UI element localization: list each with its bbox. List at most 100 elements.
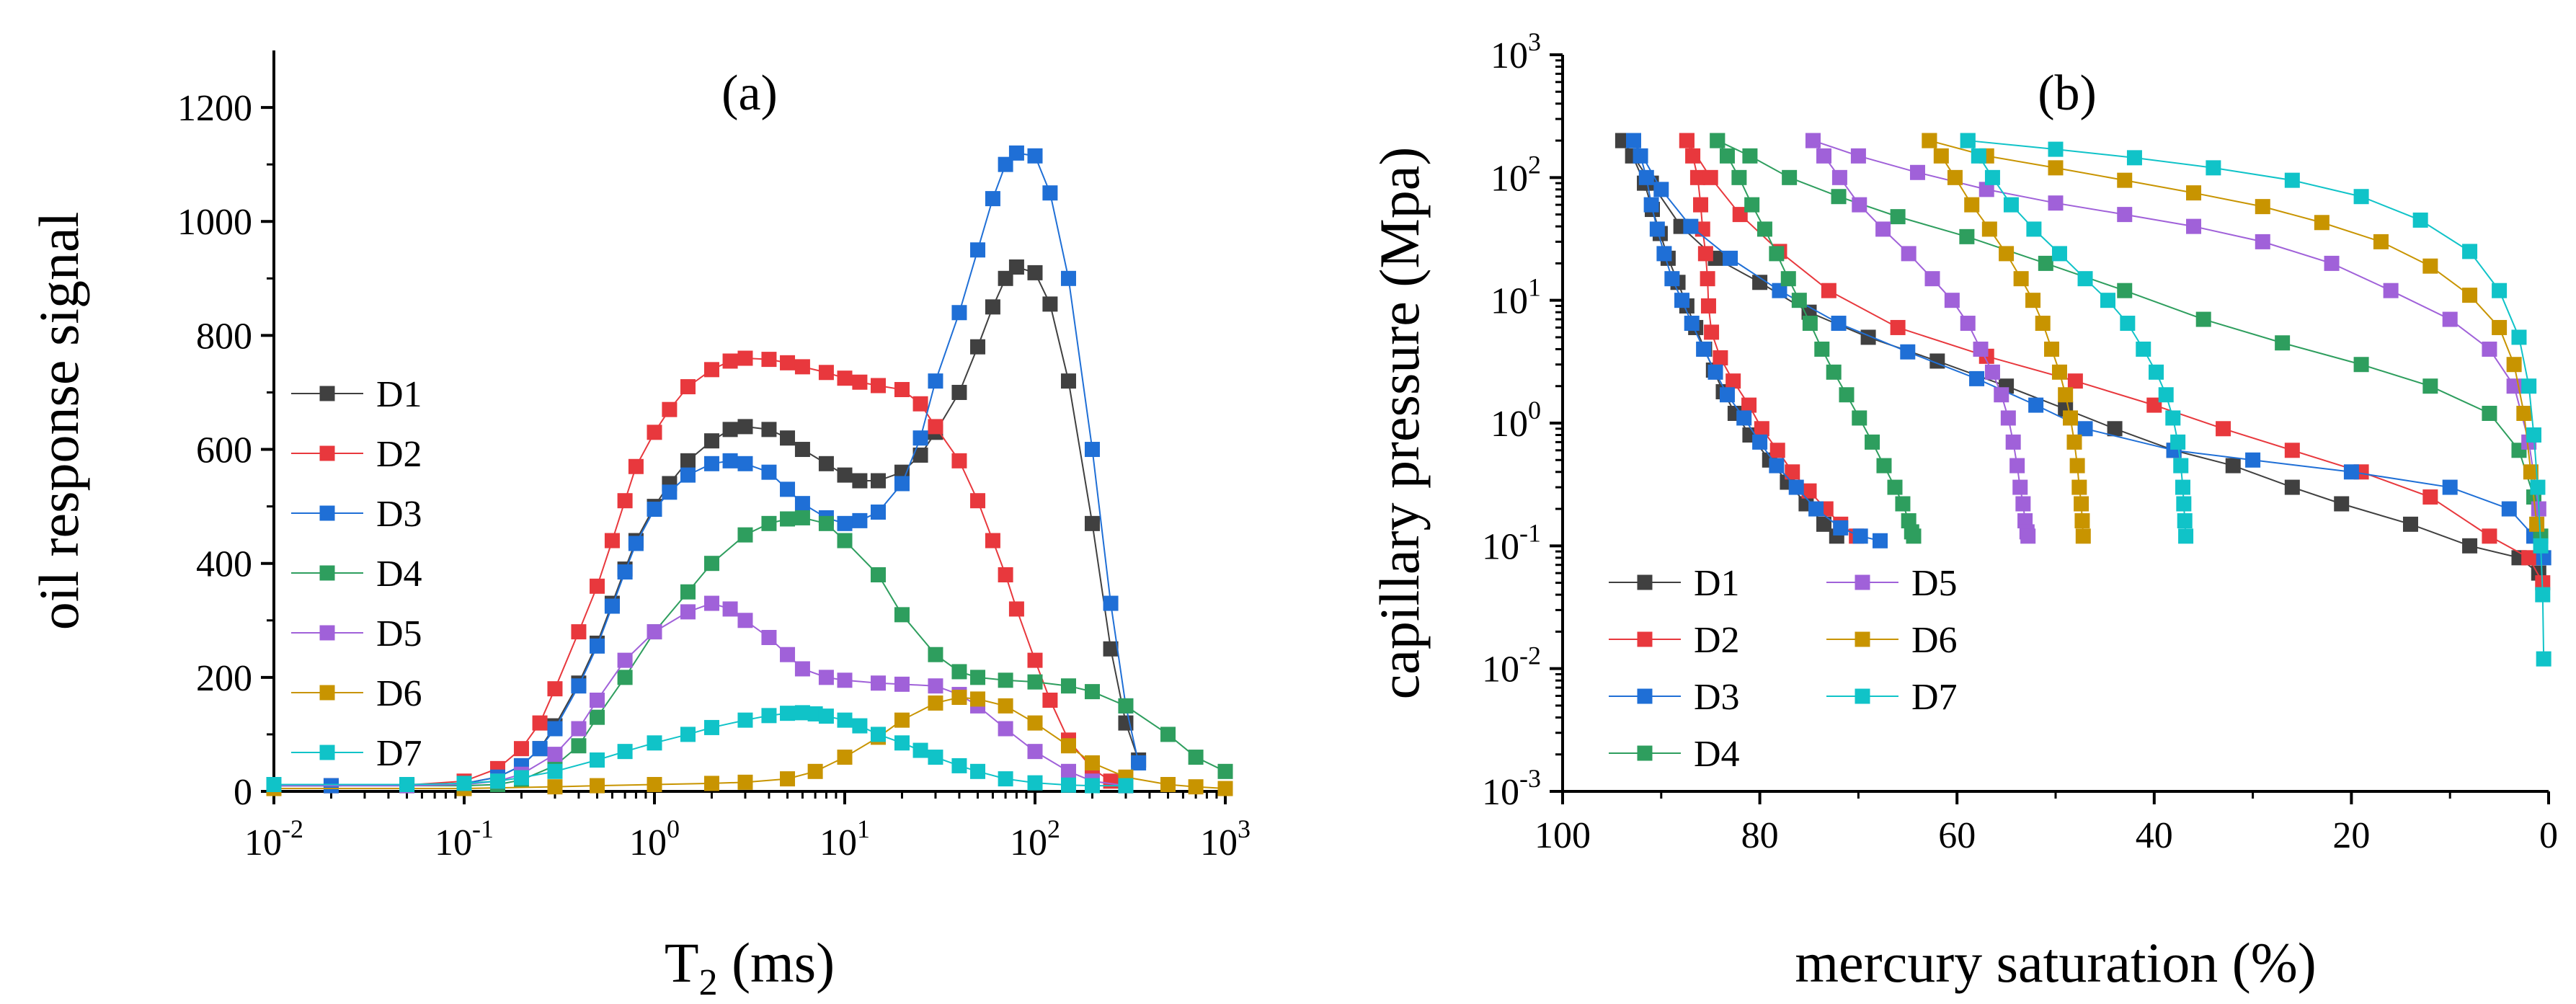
data-point-marker bbox=[456, 776, 472, 791]
data-point-marker bbox=[2314, 215, 2329, 231]
x-tick-label: 10-2 bbox=[244, 814, 303, 863]
legend-marker bbox=[1637, 631, 1653, 647]
data-point-marker bbox=[1772, 283, 1787, 298]
data-point-marker bbox=[571, 721, 587, 737]
data-point-marker bbox=[1769, 458, 1785, 474]
data-point-marker bbox=[2402, 516, 2418, 532]
data-point-marker bbox=[1785, 464, 1800, 480]
data-point-marker bbox=[2074, 513, 2090, 529]
y-axis-title: capillary pressure (Mpa) bbox=[1368, 147, 1431, 700]
data-point-marker bbox=[1679, 133, 1695, 148]
data-point-marker bbox=[998, 156, 1013, 172]
data-point-marker bbox=[617, 670, 633, 685]
data-point-marker bbox=[1160, 777, 1176, 793]
data-point-marker bbox=[2462, 288, 2478, 303]
data-point-marker bbox=[647, 425, 662, 440]
legend-item-d4: D4 bbox=[1609, 734, 1740, 775]
data-point-marker bbox=[1649, 221, 1665, 237]
data-point-marker bbox=[970, 242, 986, 258]
data-point-marker bbox=[1731, 169, 1747, 185]
data-point-marker bbox=[1808, 501, 1824, 517]
y-tick-label-exponent: -3 bbox=[1519, 764, 1541, 793]
series-d7 bbox=[1960, 133, 2194, 544]
data-point-marker bbox=[970, 339, 986, 355]
data-point-marker bbox=[2523, 464, 2539, 480]
x-tick-label: 20 bbox=[2332, 815, 2370, 856]
data-point-marker bbox=[1780, 271, 1796, 287]
data-point-marker bbox=[513, 741, 529, 757]
data-point-marker bbox=[722, 601, 738, 617]
data-point-marker bbox=[1674, 293, 1690, 308]
data-point-marker bbox=[680, 727, 696, 742]
data-point-marker bbox=[590, 638, 605, 654]
y-tick-label-base: 10 bbox=[1491, 158, 1528, 199]
data-point-marker bbox=[1188, 779, 1204, 795]
data-point-marker bbox=[1084, 684, 1100, 700]
data-point-marker bbox=[1084, 442, 1100, 458]
data-point-marker bbox=[703, 433, 719, 449]
x-tick-label-base: 10 bbox=[820, 822, 857, 863]
data-point-marker bbox=[703, 595, 719, 611]
data-point-marker bbox=[1752, 275, 1768, 290]
data-point-marker bbox=[1027, 652, 1043, 668]
data-point-marker bbox=[532, 741, 548, 757]
data-point-marker bbox=[1769, 246, 1785, 262]
data-point-marker bbox=[1626, 133, 1641, 148]
legend: D1 D2 D3 D4 D5 D6 D7 bbox=[1609, 563, 1958, 775]
data-point-marker bbox=[1831, 169, 1847, 185]
y-tick-label: 400 bbox=[196, 544, 252, 585]
x-axis-title: T2 (ms) bbox=[665, 931, 835, 1003]
data-point-marker bbox=[1947, 169, 1963, 185]
data-point-marker bbox=[2066, 434, 2082, 450]
data-point-marker bbox=[680, 467, 696, 483]
data-point-marker bbox=[780, 647, 796, 662]
data-point-marker bbox=[2284, 172, 2300, 188]
legend-label: D6 bbox=[376, 673, 422, 714]
data-point-marker bbox=[1656, 246, 1672, 262]
data-point-marker bbox=[2063, 410, 2079, 426]
legend-label: D2 bbox=[376, 434, 422, 475]
data-point-marker bbox=[1876, 458, 1892, 474]
data-point-marker bbox=[1850, 148, 1866, 164]
data-point-marker bbox=[1008, 145, 1024, 161]
data-point-marker bbox=[266, 777, 282, 793]
data-point-marker bbox=[894, 607, 910, 623]
legend-item-d3: D3 bbox=[291, 494, 422, 535]
legend-item-d5: D5 bbox=[1826, 563, 1958, 604]
legend-marker bbox=[1855, 574, 1870, 590]
data-point-marker bbox=[2012, 479, 2028, 495]
x-tick-label-base: 10 bbox=[629, 822, 667, 863]
data-point-marker bbox=[1900, 344, 1916, 360]
data-point-marker bbox=[870, 473, 886, 489]
data-point-marker bbox=[2013, 271, 2029, 287]
data-point-marker bbox=[680, 584, 696, 600]
legend-marker bbox=[319, 685, 335, 701]
data-point-marker bbox=[894, 476, 910, 492]
data-point-marker bbox=[2026, 221, 2042, 237]
data-point-marker bbox=[1060, 738, 1076, 754]
data-point-marker bbox=[1852, 410, 1867, 426]
data-point-marker bbox=[2422, 378, 2438, 394]
data-point-marker bbox=[2158, 387, 2174, 403]
data-point-marker bbox=[1826, 364, 1842, 380]
data-point-marker bbox=[928, 678, 943, 694]
data-point-marker bbox=[590, 692, 605, 708]
data-point-marker bbox=[1782, 169, 1798, 185]
data-point-marker bbox=[1984, 364, 2000, 380]
data-point-marker bbox=[1060, 678, 1076, 694]
data-point-marker bbox=[928, 373, 943, 389]
data-point-marker bbox=[1084, 515, 1100, 531]
data-point-marker bbox=[1971, 148, 1986, 164]
series-line bbox=[1686, 140, 2544, 584]
x-axis-title-subscript: 2 bbox=[699, 962, 718, 1003]
data-point-marker bbox=[1131, 755, 1147, 770]
data-point-marker bbox=[617, 744, 633, 760]
data-point-marker bbox=[1684, 316, 1700, 332]
y-tick-label-base: 10 bbox=[1491, 35, 1528, 76]
data-point-marker bbox=[547, 779, 563, 795]
data-point-marker bbox=[1981, 221, 1997, 237]
data-point-marker bbox=[1726, 373, 1741, 389]
data-point-marker bbox=[2422, 258, 2438, 274]
data-point-marker bbox=[547, 763, 563, 779]
data-point-marker bbox=[2506, 357, 2522, 373]
